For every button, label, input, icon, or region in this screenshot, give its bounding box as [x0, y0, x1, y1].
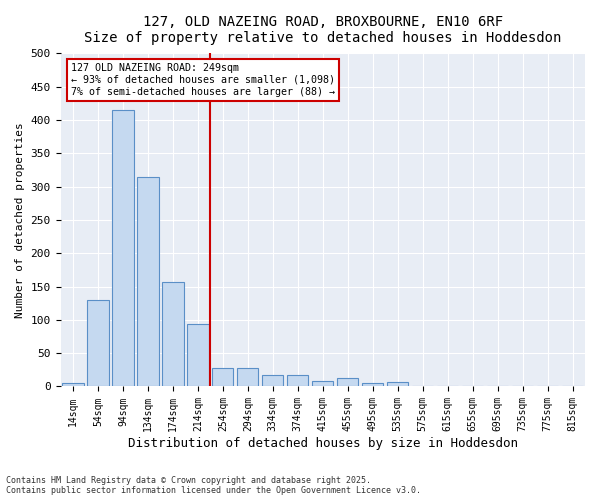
Text: 127 OLD NAZEING ROAD: 249sqm
← 93% of detached houses are smaller (1,098)
7% of : 127 OLD NAZEING ROAD: 249sqm ← 93% of de…: [71, 64, 335, 96]
Bar: [137, 176, 158, 386]
Bar: [187, 324, 209, 386]
Bar: [312, 381, 334, 386]
Bar: [212, 368, 233, 386]
Bar: [163, 282, 184, 387]
Bar: [88, 300, 109, 386]
Bar: [112, 110, 134, 386]
X-axis label: Distribution of detached houses by size in Hoddesdon: Distribution of detached houses by size …: [128, 437, 518, 450]
Bar: [337, 378, 358, 386]
Text: Contains HM Land Registry data © Crown copyright and database right 2025.
Contai: Contains HM Land Registry data © Crown c…: [6, 476, 421, 495]
Title: 127, OLD NAZEING ROAD, BROXBOURNE, EN10 6RF
Size of property relative to detache: 127, OLD NAZEING ROAD, BROXBOURNE, EN10 …: [84, 15, 562, 45]
Bar: [262, 375, 283, 386]
Bar: [287, 375, 308, 386]
Y-axis label: Number of detached properties: Number of detached properties: [15, 122, 25, 318]
Bar: [387, 382, 409, 386]
Bar: [362, 383, 383, 386]
Bar: [62, 383, 83, 386]
Bar: [237, 368, 259, 386]
